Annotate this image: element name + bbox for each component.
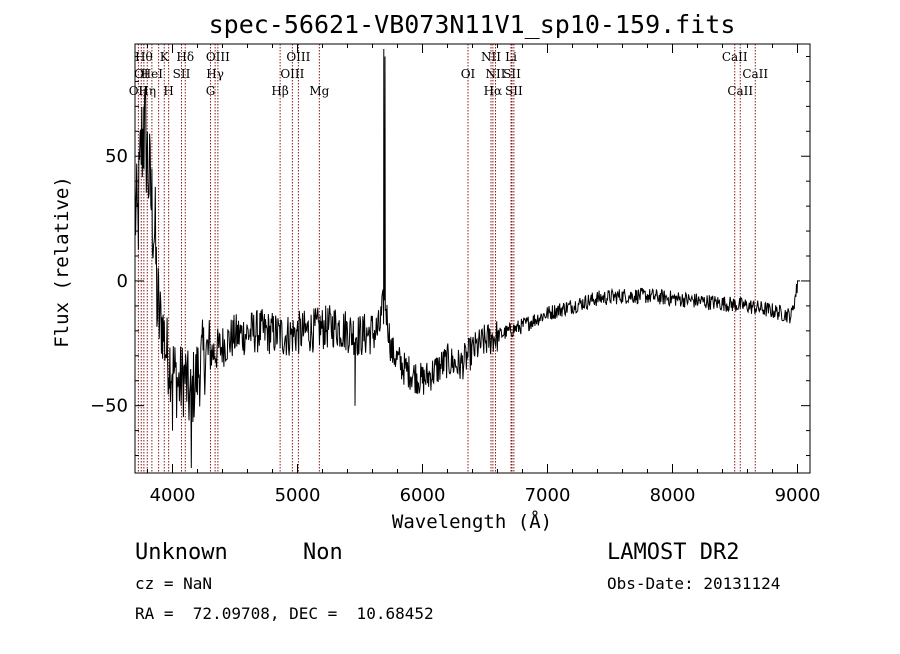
x-tick-label: 7000 — [525, 485, 571, 506]
chart-title: spec-56621-VB073N11V1_sp10-159.fits — [209, 10, 736, 39]
x-tick-label: 8000 — [650, 485, 696, 506]
line-marker-label: Hα — [484, 84, 503, 98]
line-marker-label: SII — [173, 67, 191, 81]
line-marker-label: Mg — [309, 84, 329, 98]
y-tick-label: 50 — [105, 146, 128, 167]
x-tick-label: 5000 — [275, 485, 321, 506]
line-marker-label: SII — [503, 67, 521, 81]
line-marker-label: Hγ — [206, 67, 224, 81]
line-marker-label: Hβ — [271, 84, 288, 98]
line-marker-label: K — [160, 50, 170, 64]
line-marker-label: CaII — [742, 67, 768, 81]
line-marker-label: NII — [486, 67, 506, 81]
emission-line-labels: OIIOIHθHηHeIKHSIIHδGHγOIIIHβOIIIOIIIMgOI… — [129, 50, 769, 98]
line-marker-label: H — [163, 84, 173, 98]
y-tick-label: 0 — [117, 271, 128, 292]
emission-line-markers — [137, 44, 756, 473]
line-marker-label: OI — [461, 67, 476, 81]
line-marker-label: Hθ — [135, 50, 153, 64]
line-marker-label: SII — [505, 84, 523, 98]
line-marker-label: G — [206, 84, 216, 98]
y-tick-label: −50 — [90, 396, 128, 417]
x-axis-label: Wavelength (Å) — [392, 510, 552, 533]
line-marker-label: HeI — [141, 67, 164, 81]
spectrum-series-line — [134, 48, 800, 469]
line-marker-label: OI — [134, 67, 149, 81]
line-marker-label: Hδ — [176, 50, 194, 64]
object-class: Unknown — [135, 540, 228, 565]
line-marker-label: OIII — [280, 67, 304, 81]
x-tick-label: 4000 — [150, 485, 196, 506]
object-subclass: Non — [303, 540, 343, 565]
line-marker-label: OII — [129, 84, 149, 98]
x-axis-ticks: 4000 5000 6000 7000 8000 9000 — [147, 44, 821, 506]
plot-frame — [134, 43, 811, 474]
line-marker-label: OIII — [206, 50, 230, 64]
redshift-readout: cz = NaN — [135, 574, 212, 593]
line-marker-label: NII — [481, 50, 501, 64]
coordinates: RA = 72.09708, DEC = 10.68452 — [135, 604, 434, 623]
survey-name: LAMOST DR2 — [607, 540, 739, 565]
line-marker-label: Li — [505, 50, 517, 64]
x-tick-label: 6000 — [400, 485, 446, 506]
line-marker-label: CaII — [727, 84, 753, 98]
y-axis-label: Flux (relative) — [51, 176, 73, 348]
x-tick-label: 9000 — [775, 485, 821, 506]
line-marker-label: Hη — [138, 84, 156, 98]
y-axis-ticks: −50 0 50 — [90, 55, 810, 457]
line-marker-label: OIII — [286, 50, 310, 64]
obs-date: Obs-Date: 20131124 — [607, 574, 780, 593]
line-marker-label: CaII — [722, 50, 748, 64]
